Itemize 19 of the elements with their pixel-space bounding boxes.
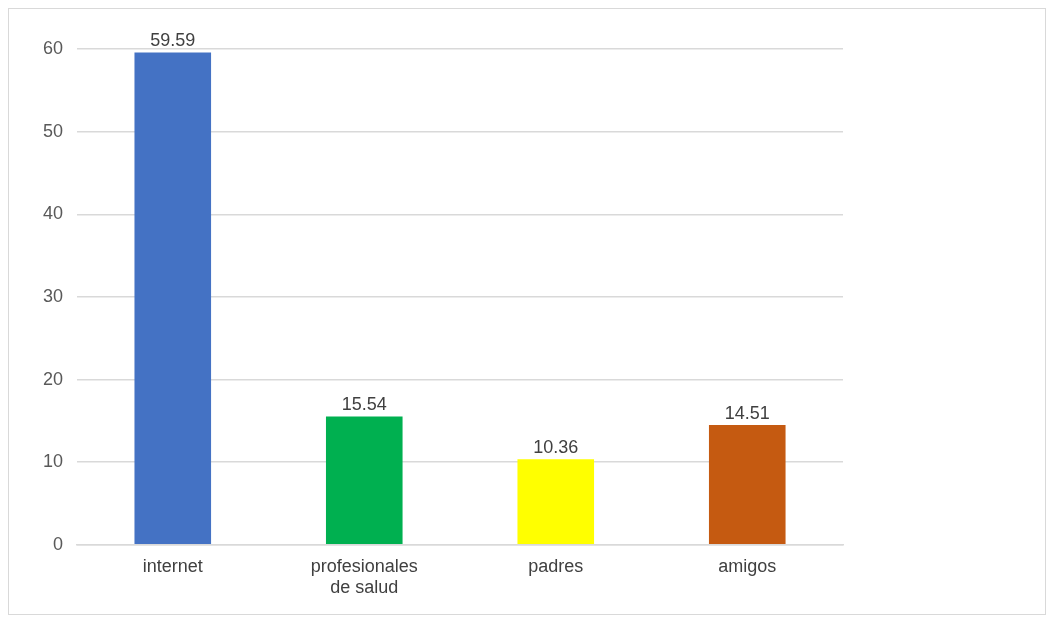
- bar: [325, 416, 403, 545]
- x-tick-label: profesionales de salud: [310, 555, 418, 598]
- data-label: 10.36: [533, 437, 579, 458]
- bar: [134, 52, 212, 545]
- x-tick-label: padres: [528, 555, 584, 576]
- data-label: 14.51: [724, 402, 770, 423]
- bar: [517, 459, 595, 545]
- bar: [708, 424, 786, 545]
- y-tick-label: 50: [42, 120, 64, 141]
- y-tick-label: 0: [53, 533, 64, 554]
- y-tick-label: 10: [42, 451, 64, 472]
- y-tick-label: 40: [42, 203, 64, 224]
- x-tick-label: internet: [142, 555, 203, 576]
- data-label: 59.59: [150, 30, 196, 51]
- x-tick-label: amigos: [718, 555, 777, 576]
- data-label: 15.54: [341, 394, 387, 415]
- y-tick-label: 60: [42, 37, 64, 58]
- y-tick-label: 30: [42, 285, 64, 306]
- y-tick-label: 20: [42, 368, 64, 389]
